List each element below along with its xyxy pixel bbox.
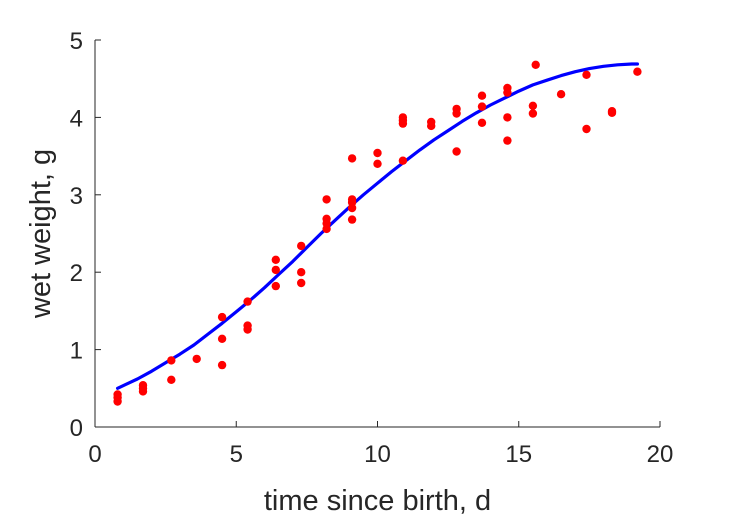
data-point: [167, 375, 176, 384]
y-tick-label: 3: [70, 183, 83, 210]
data-point: [477, 118, 487, 128]
data-point: [582, 124, 591, 134]
data-point: [503, 136, 512, 145]
data-point: [373, 148, 382, 158]
y-tick-label: 0: [70, 415, 83, 442]
data-point: [297, 278, 306, 288]
fit-curve: [116, 62, 639, 390]
y-tick-label: 2: [70, 260, 83, 287]
x-axis-label: time since birth, d: [264, 485, 491, 517]
data-point: [452, 104, 461, 114]
data-point: [243, 321, 252, 330]
data-point: [531, 60, 540, 69]
data-point: [217, 360, 227, 370]
data-point: [398, 113, 408, 122]
data-point: [398, 156, 408, 165]
data-point: [113, 390, 122, 399]
data-point: [427, 117, 436, 127]
data-point: [582, 70, 591, 80]
data-point: [297, 268, 306, 277]
data-point: [322, 195, 331, 204]
data-point: [271, 255, 280, 264]
data-point: [477, 102, 487, 111]
y-tick-label: 5: [70, 28, 83, 55]
data-point: [633, 67, 642, 76]
x-tick-label: 20: [647, 441, 674, 468]
data-point: [192, 354, 201, 364]
x-tick-label: 0: [88, 441, 101, 468]
y-tick-label: 1: [70, 338, 83, 365]
data-point: [452, 147, 461, 156]
data-point: [167, 356, 176, 365]
y-axis-label: wet weight, g: [25, 149, 57, 319]
data-point: [556, 90, 566, 99]
data-point: [217, 334, 227, 343]
data-point: [217, 312, 227, 322]
data-point: [477, 91, 487, 100]
y-tick-label: 4: [70, 105, 83, 132]
x-tick-label: 10: [364, 441, 391, 468]
data-point: [297, 241, 306, 251]
data-point: [528, 109, 538, 118]
data-point: [528, 101, 538, 111]
data-point: [322, 214, 331, 223]
data-point: [271, 265, 280, 275]
data-point: [373, 159, 382, 168]
y-ticks: 0 1 2 3 4 5: [70, 28, 101, 442]
x-tick-label: 15: [505, 441, 532, 468]
x-tick-label: 5: [230, 441, 243, 468]
data-point: [503, 113, 512, 122]
data-point: [138, 381, 148, 390]
data-point: [347, 154, 357, 163]
plot-data: [113, 60, 642, 406]
data-point: [347, 215, 357, 224]
data-point: [243, 297, 252, 306]
x-ticks: 0 5 10 15 20: [88, 421, 673, 468]
data-point: [271, 281, 280, 291]
data-point: [347, 195, 357, 204]
data-point: [503, 83, 512, 93]
data-point: [607, 107, 617, 116]
axes: [94, 40, 660, 428]
